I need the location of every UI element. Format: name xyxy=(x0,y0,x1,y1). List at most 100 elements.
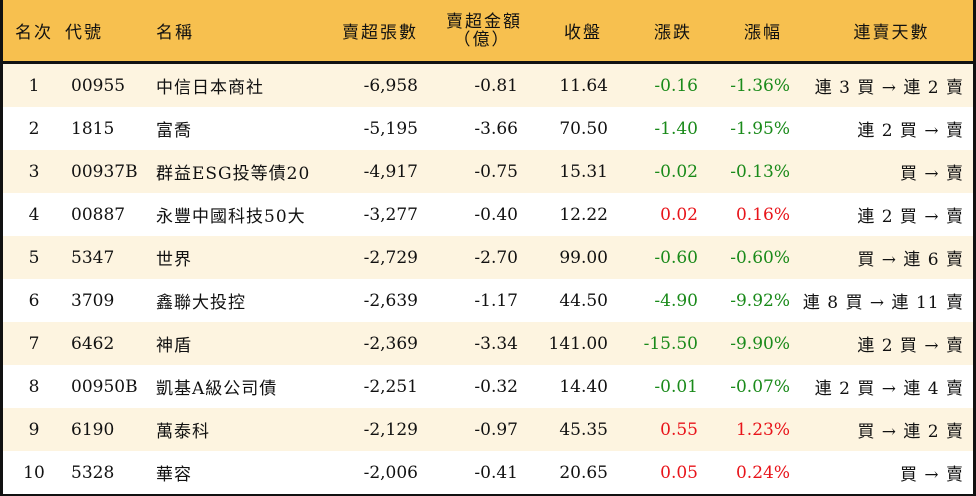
net-sell-amount-cell: -0.97 xyxy=(474,419,518,440)
table-row: 9 6190 萬泰科 -2,129 -0.97 45.35 0.55 1.23%… xyxy=(3,408,973,451)
name-cell: 富喬 xyxy=(156,121,192,141)
table-row: 8 00950B 凱基A級公司債 -2,251 -0.32 14.40 -0.0… xyxy=(3,365,973,408)
change-cell: -1.40 xyxy=(654,118,698,139)
table-row: 3 00937B 群益ESG投等債20 -4,917 -0.75 15.31 -… xyxy=(3,150,973,193)
close-cell: 15.31 xyxy=(559,161,608,182)
net-sell-amount-cell: -2.70 xyxy=(474,247,518,268)
change-pct-cell: -9.92% xyxy=(730,290,790,311)
streak-cell: 連 2 買 → 賣 xyxy=(857,336,964,356)
code-cell: 00887 xyxy=(71,204,126,225)
header-net-sell-amount-line2: （億） xyxy=(453,29,511,50)
streak-cell: 買 → 賣 xyxy=(899,465,964,485)
code-cell: 00937B xyxy=(71,161,138,182)
close-cell: 14.40 xyxy=(559,376,608,397)
table-row: 4 00887 永豐中國科技50大 -3,277 -0.40 12.22 0.0… xyxy=(3,193,973,236)
streak-cell: 連 2 買 → 連 4 賣 xyxy=(814,379,964,399)
net-sell-lots-cell: -2,251 xyxy=(363,376,418,397)
change-cell: 0.55 xyxy=(660,419,698,440)
net-sell-amount-cell: -3.66 xyxy=(474,118,518,139)
code-cell: 3709 xyxy=(71,290,115,311)
table-row: 5 5347 世界 -2,729 -2.70 99.00 -0.60 -0.60… xyxy=(3,236,973,279)
header-change-pct: 漲幅 xyxy=(744,23,782,43)
streak-cell: 連 2 買 → 賣 xyxy=(857,207,964,227)
close-cell: 11.64 xyxy=(559,75,608,96)
net-sell-amount-cell: -0.41 xyxy=(474,462,518,483)
change-pct-cell: -1.36% xyxy=(730,75,790,96)
name-cell: 永豐中國科技50大 xyxy=(156,207,306,227)
net-sell-lots-cell: -2,006 xyxy=(363,462,418,483)
code-cell: 00955 xyxy=(71,75,126,96)
streak-cell: 買 → 連 6 賣 xyxy=(857,250,964,270)
change-pct-cell: -0.60% xyxy=(730,247,790,268)
rank-cell: 1 xyxy=(28,75,40,96)
close-cell: 44.50 xyxy=(559,290,608,311)
change-pct-cell: -9.90% xyxy=(730,333,790,354)
net-sell-lots-cell: -5,195 xyxy=(363,118,418,139)
name-cell: 鑫聯大投控 xyxy=(156,293,246,313)
rank-cell: 9 xyxy=(28,419,40,440)
change-pct-cell: 0.24% xyxy=(735,462,790,483)
change-pct-cell: 0.16% xyxy=(735,204,790,225)
code-cell: 6190 xyxy=(71,419,115,440)
change-cell: -0.01 xyxy=(654,376,698,397)
change-cell: -0.60 xyxy=(654,247,698,268)
code-cell: 5328 xyxy=(71,462,115,483)
change-cell: -0.16 xyxy=(654,75,698,96)
change-cell: -0.02 xyxy=(654,161,698,182)
net-sell-amount-cell: -3.34 xyxy=(474,333,518,354)
name-cell: 華容 xyxy=(156,465,192,485)
code-cell: 00950B xyxy=(71,376,138,397)
net-sell-lots-cell: -6,958 xyxy=(363,75,418,96)
table-row: 6 3709 鑫聯大投控 -2,639 -1.17 44.50 -4.90 -9… xyxy=(3,279,973,322)
net-sell-lots-cell: -2,639 xyxy=(363,290,418,311)
table-header: 名次 代號 名稱 賣超張數 賣超金額 （億） 收盤 漲跌 漲幅 連賣天數 xyxy=(3,0,973,64)
name-cell: 凱基A級公司債 xyxy=(156,379,278,399)
streak-cell: 連 3 買 → 連 2 賣 xyxy=(814,78,964,98)
change-cell: -4.90 xyxy=(654,290,698,311)
rank-cell: 10 xyxy=(23,462,45,483)
name-cell: 神盾 xyxy=(156,336,192,356)
rank-cell: 5 xyxy=(28,247,40,268)
change-cell: -15.50 xyxy=(643,333,698,354)
name-cell: 世界 xyxy=(156,250,192,270)
rank-cell: 8 xyxy=(28,376,40,397)
change-pct-cell: -0.13% xyxy=(730,161,790,182)
close-cell: 45.35 xyxy=(559,419,608,440)
net-sell-amount-cell: -0.32 xyxy=(474,376,518,397)
change-pct-cell: -0.07% xyxy=(730,376,790,397)
table-row: 1 00955 中信日本商社 -6,958 -0.81 11.64 -0.16 … xyxy=(3,64,973,107)
name-cell: 中信日本商社 xyxy=(156,78,264,98)
streak-cell: 連 8 買 → 連 11 賣 xyxy=(802,293,964,313)
header-change: 漲跌 xyxy=(654,23,692,43)
rank-cell: 2 xyxy=(28,118,40,139)
net-sell-lots-cell: -3,277 xyxy=(363,204,418,225)
net-sell-amount-cell: -0.75 xyxy=(474,161,518,182)
net-sell-amount-cell: -0.81 xyxy=(474,75,518,96)
net-sell-lots-cell: -2,729 xyxy=(363,247,418,268)
change-cell: 0.02 xyxy=(660,204,698,225)
header-streak: 連賣天數 xyxy=(853,23,930,43)
change-pct-cell: -1.95% xyxy=(730,118,790,139)
header-name: 名稱 xyxy=(156,23,194,43)
streak-cell: 買 → 賣 xyxy=(899,164,964,184)
net-sell-amount-cell: -0.40 xyxy=(474,204,518,225)
net-sell-lots-cell: -2,369 xyxy=(363,333,418,354)
close-cell: 141.00 xyxy=(548,333,608,354)
net-sell-amount-cell: -1.17 xyxy=(474,290,518,311)
net-sell-lots-cell: -2,129 xyxy=(363,419,418,440)
close-cell: 99.00 xyxy=(559,247,608,268)
rank-cell: 3 xyxy=(28,161,40,182)
header-net-sell-amount-line1: 賣超金額 xyxy=(446,11,522,32)
close-cell: 12.22 xyxy=(559,204,608,225)
rank-cell: 6 xyxy=(28,290,40,311)
table-row: 7 6462 神盾 -2,369 -3.34 141.00 -15.50 -9.… xyxy=(3,322,973,365)
change-pct-cell: 1.23% xyxy=(735,419,790,440)
table-body: 1 00955 中信日本商社 -6,958 -0.81 11.64 -0.16 … xyxy=(3,64,973,494)
header-code: 代號 xyxy=(65,23,103,43)
table-row: 10 5328 華容 -2,006 -0.41 20.65 0.05 0.24%… xyxy=(3,451,973,494)
streak-cell: 買 → 連 2 賣 xyxy=(857,422,964,442)
code-cell: 5347 xyxy=(71,247,115,268)
close-cell: 20.65 xyxy=(559,462,608,483)
rank-cell: 4 xyxy=(28,204,40,225)
